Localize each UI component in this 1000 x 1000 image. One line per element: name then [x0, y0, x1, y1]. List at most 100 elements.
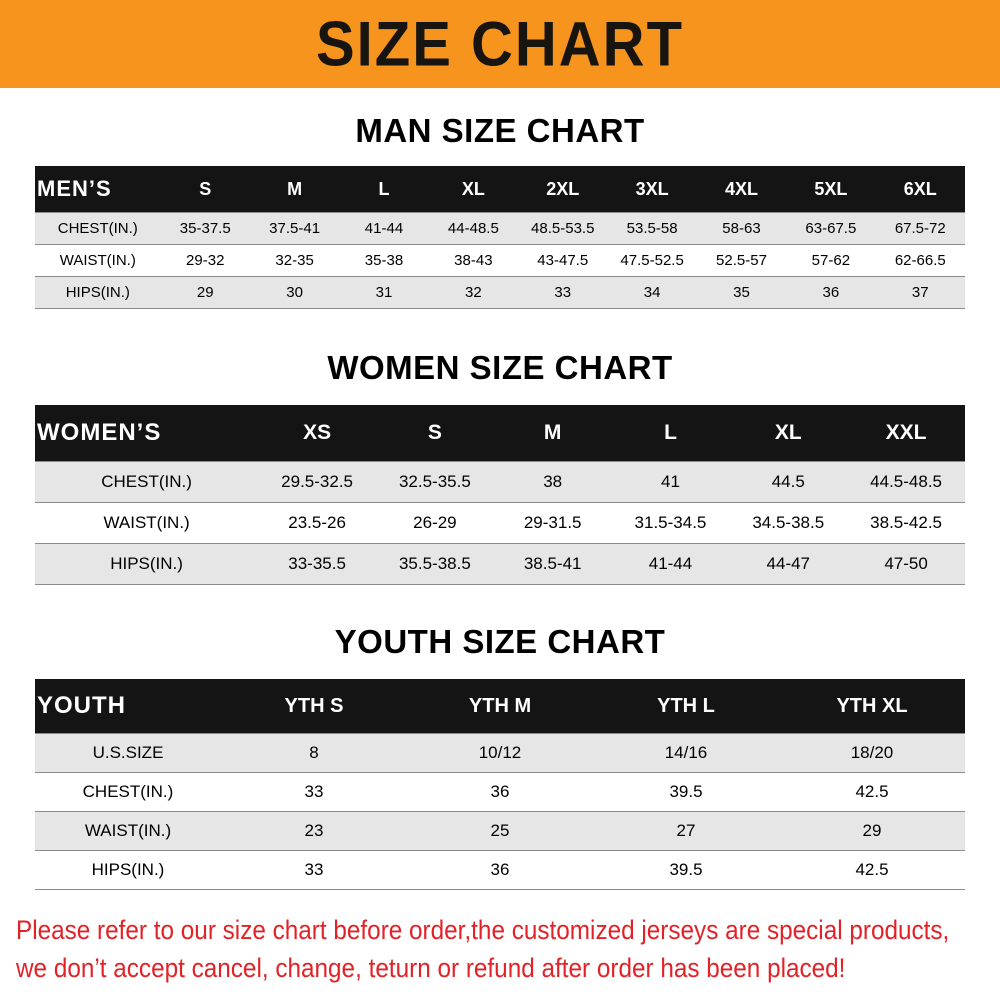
- value-cell: 41-44: [611, 543, 730, 585]
- size-header-cell: YTH M: [407, 679, 593, 734]
- value-cell: 29-31.5: [493, 502, 612, 544]
- value-cell: 57-62: [786, 244, 876, 277]
- size-header-cell: M: [249, 166, 340, 213]
- row-label-cell: HIPS(IN.): [35, 276, 161, 309]
- size-header-cell: 4XL: [696, 166, 787, 213]
- women-size-section: WOMEN SIZE CHART WOMEN’S XS S M L XL XXL CHEST(…: [0, 349, 1000, 585]
- row-label-cell: HIPS(IN.): [35, 850, 221, 890]
- table-title-cell: YOUTH: [35, 679, 221, 734]
- value-cell: 63-67.5: [786, 212, 876, 245]
- value-cell: 42.5: [779, 772, 965, 812]
- value-cell: 34.5-38.5: [729, 502, 848, 544]
- value-cell: 32.5-35.5: [375, 461, 494, 503]
- youth-size-section: YOUTH SIZE CHART YOUTH YTH S YTH M YTH L YTH…: [0, 623, 1000, 890]
- value-cell: 29-32: [160, 244, 250, 277]
- table-row: CHEST(IN.) 35-37.5 37.5-41 41-44 44-48.5 48.5…: [35, 212, 965, 245]
- men-size-table: MEN’S S M L XL 2XL 3XL 4XL 5XL 6XL CHEST(IN.) 35-37…: [35, 166, 965, 309]
- value-cell: 14/16: [593, 733, 779, 773]
- man-size-section: MAN SIZE CHART MEN’S S M L XL 2XL 3XL 4XL 5XL 6XL…: [0, 112, 1000, 309]
- size-header-cell: XL: [428, 166, 519, 213]
- value-cell: 47-50: [847, 543, 965, 585]
- value-cell: 38.5-41: [493, 543, 612, 585]
- table-row: WAIST(IN.) 23.5-26 26-29 29-31.5 31.5-34.5 34…: [35, 502, 965, 544]
- size-header-cell: YTH S: [221, 679, 407, 734]
- value-cell: 43-47.5: [518, 244, 608, 277]
- table-row: WAIST(IN.) 23 25 27 29: [35, 811, 965, 851]
- value-cell: 39.5: [593, 772, 779, 812]
- value-cell: 58-63: [696, 212, 787, 245]
- value-cell: 35-38: [339, 244, 429, 277]
- value-cell: 29: [160, 276, 250, 309]
- section-heading-man: MAN SIZE CHART: [355, 112, 645, 149]
- row-label-cell: CHEST(IN.): [35, 772, 221, 812]
- women-size-table: WOMEN’S XS S M L XL XXL CHEST(IN.) 29.5-32.5 32.5…: [35, 405, 965, 585]
- section-heading-women: WOMEN SIZE CHART: [327, 349, 673, 386]
- value-cell: 35: [696, 276, 787, 309]
- footer-line-1: Please refer to our size chart before or…: [16, 915, 950, 945]
- value-cell: 25: [407, 811, 593, 851]
- value-cell: 37.5-41: [249, 212, 340, 245]
- table-header-row: YOUTH YTH S YTH M YTH L YTH XL: [35, 679, 965, 734]
- table-row: HIPS(IN.) 33-35.5 35.5-38.5 38.5-41 41-44 44-…: [35, 543, 965, 585]
- size-header-cell: S: [160, 166, 250, 213]
- value-cell: 10/12: [407, 733, 593, 773]
- size-header-cell: 5XL: [786, 166, 876, 213]
- table-title-cell: MEN’S: [35, 166, 161, 213]
- value-cell: 62-66.5: [875, 244, 965, 277]
- section-heading-youth: YOUTH SIZE CHART: [334, 623, 666, 660]
- value-cell: 36: [786, 276, 876, 309]
- table-row: U.S.SIZE 8 10/12 14/16 18/20: [35, 733, 965, 773]
- value-cell: 48.5-53.5: [518, 212, 608, 245]
- value-cell: 52.5-57: [696, 244, 787, 277]
- value-cell: 8: [221, 733, 407, 773]
- size-header-cell: L: [339, 166, 429, 213]
- value-cell: 47.5-52.5: [607, 244, 697, 277]
- table-row: CHEST(IN.) 29.5-32.5 32.5-35.5 38 41 44.5 44.5…: [35, 461, 965, 503]
- value-cell: 34: [607, 276, 697, 309]
- value-cell: 41-44: [339, 212, 429, 245]
- value-cell: 35.5-38.5: [375, 543, 494, 585]
- row-label-cell: HIPS(IN.): [35, 543, 259, 585]
- table-row: HIPS(IN.) 33 36 39.5 42.5: [35, 850, 965, 890]
- value-cell: 67.5-72: [875, 212, 965, 245]
- size-header-cell: YTH XL: [779, 679, 965, 734]
- row-label-cell: U.S.SIZE: [35, 733, 221, 773]
- value-cell: 36: [407, 850, 593, 890]
- value-cell: 23.5-26: [258, 502, 376, 544]
- page-title: SIZE CHART: [316, 8, 684, 80]
- size-header-cell: 6XL: [875, 166, 965, 213]
- value-cell: 32: [428, 276, 519, 309]
- row-label-cell: CHEST(IN.): [35, 461, 259, 503]
- value-cell: 38.5-42.5: [847, 502, 965, 544]
- size-header-cell: M: [493, 405, 612, 462]
- value-cell: 35-37.5: [160, 212, 250, 245]
- table-row: HIPS(IN.) 29 30 31 32 33 34 35 36 37: [35, 276, 965, 309]
- table-header-row: MEN’S S M L XL 2XL 3XL 4XL 5XL 6XL: [35, 166, 965, 213]
- value-cell: 44-47: [729, 543, 848, 585]
- value-cell: 18/20: [779, 733, 965, 773]
- value-cell: 29: [779, 811, 965, 851]
- value-cell: 31: [339, 276, 429, 309]
- value-cell: 33: [518, 276, 608, 309]
- value-cell: 44.5: [729, 461, 848, 503]
- youth-size-table: YOUTH YTH S YTH M YTH L YTH XL U.S.SIZE 8 10/12…: [35, 679, 965, 890]
- row-label-cell: WAIST(IN.): [35, 502, 259, 544]
- value-cell: 38: [493, 461, 612, 503]
- table-row: WAIST(IN.) 29-32 32-35 35-38 38-43 43-47.5 47.…: [35, 244, 965, 277]
- size-header-cell: YTH L: [593, 679, 779, 734]
- row-label-cell: CHEST(IN.): [35, 212, 161, 245]
- footer-note: Please refer to our size chart before or…: [0, 912, 1000, 988]
- value-cell: 37: [875, 276, 965, 309]
- value-cell: 32-35: [249, 244, 340, 277]
- footer-line-2: we don’t accept cancel, change, teturn o…: [16, 952, 846, 983]
- size-header-cell: 2XL: [518, 166, 608, 213]
- value-cell: 44-48.5: [428, 212, 519, 245]
- size-header-cell: S: [375, 405, 494, 462]
- value-cell: 36: [407, 772, 593, 812]
- size-header-cell: XL: [729, 405, 848, 462]
- value-cell: 27: [593, 811, 779, 851]
- value-cell: 42.5: [779, 850, 965, 890]
- value-cell: 33-35.5: [258, 543, 376, 585]
- value-cell: 33: [221, 772, 407, 812]
- value-cell: 29.5-32.5: [258, 461, 376, 503]
